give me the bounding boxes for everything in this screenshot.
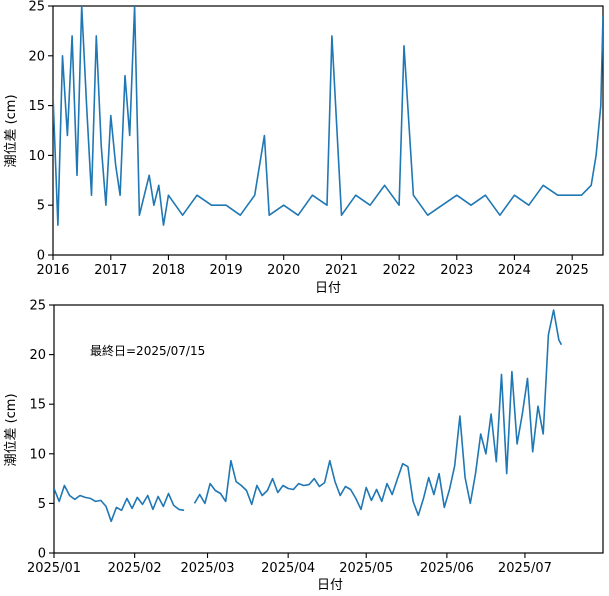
chart-bottom-ylabel: 潮位差 (cm) <box>4 393 19 466</box>
x-tick-label: 2025/01 <box>27 561 81 576</box>
plot-frame <box>53 304 604 554</box>
x-tick-label: 2025/07 <box>498 561 552 576</box>
y-tick-label: 20 <box>29 348 46 363</box>
series-line <box>54 309 563 523</box>
x-tick-label: 2020 <box>267 263 300 278</box>
y-tick-label: 0 <box>37 249 45 264</box>
y-tick-label: 10 <box>29 447 46 462</box>
x-tick-label: 2025/04 <box>261 561 315 576</box>
x-tick-label: 2025 <box>556 263 589 278</box>
y-tick-label: 15 <box>28 99 45 114</box>
x-tick-label: 2021 <box>325 263 358 278</box>
series-line <box>53 6 603 226</box>
plot-frame <box>52 5 604 256</box>
chart-top-ylabel: 潮位差 (cm) <box>4 94 19 167</box>
y-tick-label: 15 <box>29 398 46 413</box>
y-tick-label: 0 <box>38 547 46 562</box>
chart-bottom: 潮位差 (cm) 日付 最終日=2025/07/15 0 5 10 15 20 25 202… <box>4 299 604 593</box>
x-tick-label: 2025/05 <box>339 561 393 576</box>
chart-top-xlabel: 日付 <box>315 281 341 296</box>
y-tick-label: 20 <box>28 49 45 64</box>
y-tick-label: 5 <box>38 497 46 512</box>
y-tick-label: 25 <box>28 0 45 15</box>
chart-bottom-xlabel: 日付 <box>317 578 343 593</box>
x-tick-label: 2025/06 <box>420 561 474 576</box>
last-day-annotation: 最終日=2025/07/15 <box>90 343 205 358</box>
y-tick-label: 5 <box>37 199 45 214</box>
x-tick-label: 2022 <box>383 263 416 278</box>
x-tick-label: 2018 <box>152 263 185 278</box>
y-tick-label: 25 <box>29 299 46 314</box>
x-tick-label: 2019 <box>210 263 243 278</box>
y-tick-label: 10 <box>28 149 45 164</box>
x-tick-label: 2025/02 <box>108 561 162 576</box>
x-tick-label: 2023 <box>440 263 473 278</box>
x-tick-label: 2017 <box>94 263 127 278</box>
x-tick-label: 2016 <box>36 263 69 278</box>
x-tick-label: 2025/03 <box>181 561 235 576</box>
x-tick-label: 2024 <box>498 263 531 278</box>
